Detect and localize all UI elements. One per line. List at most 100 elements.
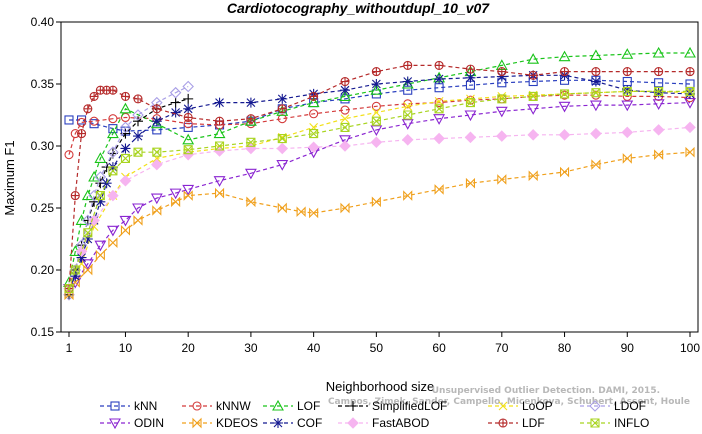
x-tick-label: 60 xyxy=(432,341,446,355)
data-point-inflo xyxy=(277,134,287,144)
data-point-fastabod xyxy=(339,140,351,152)
legend-label-kdeos: KDEOS xyxy=(216,416,258,430)
legend-item-inflo: INFLO xyxy=(580,416,649,430)
data-point-ldf xyxy=(528,70,538,80)
data-point-fastabod xyxy=(496,130,508,142)
data-point-odin xyxy=(132,203,144,215)
data-point-odin xyxy=(527,104,540,115)
data-point-inflo xyxy=(465,98,476,108)
data-point-ldf xyxy=(152,104,162,114)
legend-label-knnw: kNNW xyxy=(216,399,251,413)
series-odin xyxy=(63,98,696,295)
data-point-fastabod xyxy=(75,245,88,258)
data-point-odin xyxy=(652,99,665,110)
series-line-knnw xyxy=(68,94,691,155)
data-point-lof xyxy=(684,46,696,58)
legend-item-odin: ODIN xyxy=(100,416,164,430)
series-layer xyxy=(63,46,696,301)
data-point-cof xyxy=(622,85,633,96)
legend-swatch-marker xyxy=(109,418,121,430)
data-point-fastabod xyxy=(527,129,539,141)
data-point-kdeos xyxy=(95,249,105,261)
data-point-kdeos xyxy=(133,215,143,226)
data-point-odin xyxy=(119,215,132,227)
data-point-inflo xyxy=(497,94,507,104)
legend-label-ldof: LDOF xyxy=(614,399,646,413)
data-point-ldf xyxy=(277,104,287,114)
legend-swatch-marker xyxy=(348,401,358,411)
data-point-odin xyxy=(106,225,119,237)
legend-label-odin: ODIN xyxy=(134,416,164,430)
data-point-cof xyxy=(120,143,131,154)
data-point-inflo xyxy=(70,265,80,275)
legend-item-loop: LoOP xyxy=(488,399,553,413)
data-point-cof xyxy=(76,252,87,263)
data-point-odin xyxy=(81,259,94,270)
data-point-fastabod xyxy=(370,136,383,149)
legend-label-inflo: INFLO xyxy=(614,416,649,430)
data-point-ldf xyxy=(83,104,93,114)
data-point-ldf xyxy=(89,91,99,101)
data-point-cof xyxy=(183,103,194,114)
data-point-kdeos xyxy=(622,153,632,164)
legend-label-fastabod: FastABOD xyxy=(372,416,430,430)
y-tick-label: 0.30 xyxy=(31,139,55,153)
data-point-ldof xyxy=(132,109,144,121)
watermark-line2: Campos, Zimek, Sander, Campello, Micenko… xyxy=(328,397,690,407)
legend-swatch-marker xyxy=(192,401,202,411)
data-point-kdeos xyxy=(465,177,476,189)
legend-label-knn: kNN xyxy=(134,399,157,413)
data-point-ldf xyxy=(497,67,507,77)
data-point-odin xyxy=(401,119,414,130)
data-point-cof xyxy=(496,71,507,82)
data-point-cof xyxy=(70,271,81,282)
legend-label-loop: LoOP xyxy=(522,399,553,413)
data-point-inflo xyxy=(559,89,570,99)
data-point-odin xyxy=(558,101,571,113)
data-point-fastabod xyxy=(558,129,571,141)
data-point-inflo xyxy=(108,166,118,176)
series-line-inflo xyxy=(68,90,690,289)
legend-label-ldf: LDF xyxy=(522,416,545,430)
data-point-fastabod xyxy=(652,124,665,136)
data-point-cof xyxy=(82,234,93,244)
data-point-inflo xyxy=(183,145,193,155)
data-point-inflo xyxy=(120,153,131,163)
series-fastabod xyxy=(63,121,696,295)
data-point-ldf xyxy=(183,112,193,123)
data-point-knnw xyxy=(108,114,118,124)
data-point-cof xyxy=(402,76,413,87)
data-point-kdeos xyxy=(120,224,131,236)
data-point-inflo xyxy=(528,91,538,101)
data-point-ldof xyxy=(88,189,100,202)
data-point-ldof xyxy=(182,80,194,93)
legend: kNN kNNW LOF SimplifiedLOF LoOP LDOF ODIN KDEOS… xyxy=(100,399,649,430)
x-tick-label: 90 xyxy=(621,341,635,355)
legend-label-lof: LOF xyxy=(297,399,320,413)
data-point-cof xyxy=(170,107,181,118)
legend-swatch-marker xyxy=(498,401,508,411)
data-point-inflo xyxy=(340,122,350,132)
data-point-inflo xyxy=(214,141,225,151)
data-point-ldf xyxy=(133,94,143,104)
data-point-ldf xyxy=(371,67,381,77)
data-point-simplifiedlof xyxy=(133,116,143,127)
legend-swatch-marker xyxy=(272,399,284,411)
legend-item-ldf: LDF xyxy=(488,416,545,430)
data-point-simplifiedlof xyxy=(170,97,181,108)
data-point-loop xyxy=(340,114,350,124)
legend-item-knnw: kNNW xyxy=(182,399,251,413)
x-tick-label: 80 xyxy=(558,341,572,355)
data-point-kdeos xyxy=(296,206,306,218)
data-point-kdeos xyxy=(559,166,570,178)
data-point-ldf xyxy=(622,67,632,77)
data-point-knnw xyxy=(89,116,99,126)
data-point-kdeos xyxy=(434,184,444,195)
data-point-cof xyxy=(245,97,256,108)
data-point-fastabod xyxy=(401,134,414,146)
series-kdeos xyxy=(64,146,695,301)
y-tick-label: 0.40 xyxy=(31,15,55,29)
data-point-odin xyxy=(213,176,226,187)
legend-item-kdeos: KDEOS xyxy=(182,416,258,430)
data-point-ldf xyxy=(70,191,80,201)
